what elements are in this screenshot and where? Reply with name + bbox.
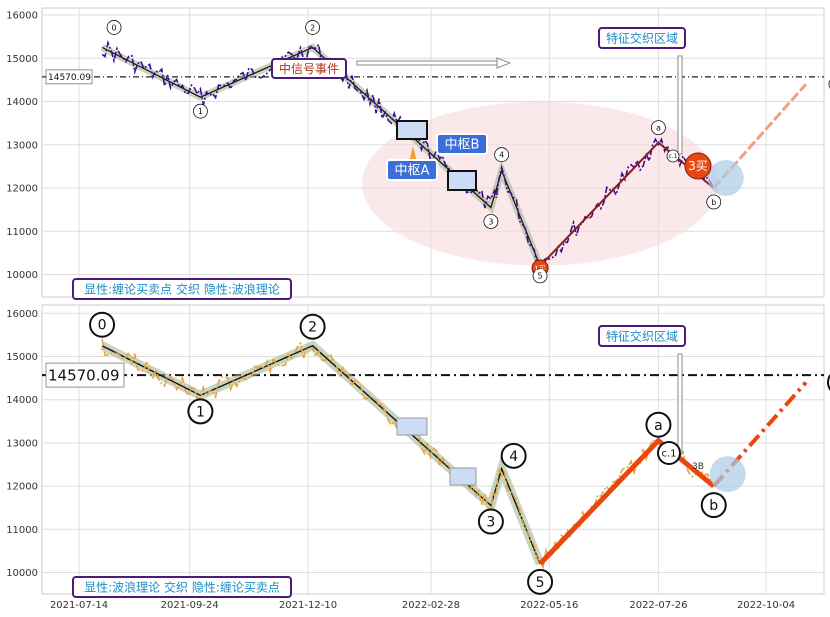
- signal-event-label: 中信号事件: [279, 61, 339, 76]
- wave-label-bottom-circle: [299, 313, 326, 340]
- y-tick-label: 10000: [6, 270, 38, 281]
- projection-top: [712, 83, 808, 189]
- y-tick-label: 11000: [6, 525, 38, 536]
- wave-label-top-circle: [494, 147, 510, 163]
- projection-bottom: [712, 381, 808, 488]
- x-tick-label: 2021-09-24: [161, 600, 219, 611]
- wave-label-bottom: 2: [308, 320, 317, 336]
- zhongshu-a-box: [396, 417, 428, 436]
- wave-label-top-circle: [193, 103, 208, 119]
- signal-event-label-frame: [271, 58, 347, 79]
- zhongshu-a-label-frame: [386, 159, 438, 181]
- x-tick-label: 2021-12-10: [279, 600, 337, 611]
- zhongshu-a-box: [396, 120, 428, 140]
- wave-label-top: 4: [499, 151, 504, 160]
- buy3-label: 3买: [688, 159, 708, 173]
- wave-label-top-circle: [305, 20, 321, 35]
- zhongshu-b-box: [449, 467, 477, 486]
- feature-zone-label-top: 特征交织区域: [606, 30, 678, 45]
- feature-arrow: [677, 353, 683, 455]
- wave-label-bottom-circle: [500, 442, 527, 469]
- wave-label-bottom: 1: [196, 404, 205, 420]
- y-tick-label: 14000: [6, 97, 38, 108]
- y-tick-label: 16000: [6, 11, 38, 22]
- wave-label-bottom-circle: [187, 398, 214, 425]
- zhongshu-b-label-frame: [436, 133, 488, 155]
- wave-label-bottom: 3: [486, 515, 495, 531]
- reference-label-top: 14570.09: [48, 73, 91, 83]
- wave-label-top-circle: [106, 20, 122, 35]
- wave-label-top: b: [711, 198, 716, 207]
- c1-label-top-circle: [666, 149, 680, 163]
- wave-label-bottom: a: [654, 418, 663, 434]
- y-tick-label: 15000: [6, 54, 38, 65]
- y-tick-label: 13000: [6, 438, 38, 449]
- zhongshu-a-label: 中枢A: [395, 164, 430, 179]
- signal-arrow-head: [496, 57, 512, 69]
- x-tick-label: 2022-07-26: [629, 600, 687, 611]
- y-tick-label: 10000: [6, 568, 38, 579]
- wave-label-top: 3: [488, 217, 493, 226]
- y-tick-label: 15000: [6, 352, 38, 363]
- wave-label-bottom-circle: [89, 311, 116, 338]
- zhongshu-b-label: 中枢B: [445, 138, 480, 153]
- feature-zone-label-bottom-frame: [598, 325, 686, 347]
- wave-label-top-circle: [532, 268, 548, 284]
- reference-label-bottom: 14570.09: [48, 366, 120, 384]
- text-layer: 012345abc.2012345abc.214570.0914570.09中信…: [45, 20, 830, 598]
- zhongshu-a-arrow: [409, 146, 417, 162]
- bottom-plot: [42, 338, 824, 570]
- wave-label-bottom: 5: [536, 575, 545, 591]
- buy3-small-label: 3B: [692, 462, 704, 472]
- zone-blob: [709, 456, 746, 493]
- abc-wave-bottom: [538, 437, 716, 566]
- wave-label-bottom: b: [709, 498, 718, 514]
- reference-label-bottom-box: [45, 362, 125, 388]
- x-tick-label: 2022-02-28: [402, 600, 460, 611]
- y-tick-label: 14000: [6, 395, 38, 406]
- wave-label-bottom-circle: [645, 411, 672, 438]
- wave-label-bottom-circle: [826, 374, 830, 391]
- caption-top-frame: [72, 278, 292, 300]
- feature-zone-label-top-frame: [598, 27, 686, 49]
- wave-label-bottom-circle: [477, 508, 504, 535]
- y-tick-label: 13000: [6, 140, 38, 151]
- zone-blob: [707, 160, 744, 196]
- wave-label-top: a: [656, 123, 661, 132]
- feature-arrow: [677, 55, 683, 155]
- caption-top: 显性:缠论买卖点 交织 隐性:波浪理论: [84, 281, 280, 296]
- wave-label-top-circle: [706, 194, 722, 210]
- wave-label-bottom: 0: [98, 318, 107, 334]
- wave-label-bottom-circle: [700, 492, 727, 519]
- feature-zone-label-bottom: 特征交织区域: [606, 328, 678, 343]
- wave-label-top-circle: [483, 214, 499, 229]
- y-tick-label: 12000: [6, 184, 38, 195]
- caption-bottom: 显性:波浪理论 交织 隐性:缠论买卖点: [84, 579, 280, 594]
- x-tick-label: 2021-07-14: [50, 600, 108, 611]
- wave-label-top: 0: [112, 23, 117, 32]
- c1-label-top: c.1: [668, 153, 677, 160]
- buy3-marker: [684, 152, 712, 180]
- c1-label-bottom-circle: [657, 441, 681, 465]
- x-tick-label: 2022-05-16: [520, 600, 578, 611]
- wave-label-top-circle: [651, 120, 666, 135]
- wave-label-bottom-circle: [527, 568, 554, 595]
- caption-bottom-frame: [72, 576, 292, 598]
- zhongshu-b-box: [447, 170, 477, 191]
- wave-label-top: 1: [198, 107, 203, 116]
- y-tick-label: 11000: [6, 227, 38, 238]
- y-tick-label: 12000: [6, 482, 38, 493]
- wave-label-bottom: 4: [509, 449, 518, 465]
- c1-label-bottom: c.1: [661, 449, 676, 460]
- y-tick-label: 16000: [6, 309, 38, 320]
- signal-arrow: [356, 60, 498, 66]
- reference-label-top-box: [45, 69, 93, 85]
- x-tick-label: 2022-10-04: [737, 600, 795, 611]
- buy1-label: 1买: [534, 265, 545, 273]
- wave-label-top: 2: [310, 23, 315, 32]
- wave-label-top: 5: [538, 272, 543, 281]
